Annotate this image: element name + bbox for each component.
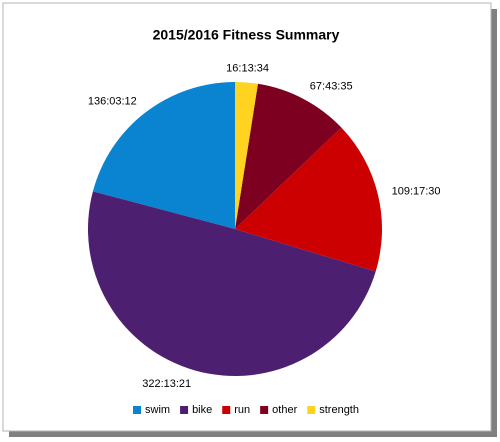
data-label: 136:03:12 bbox=[88, 95, 137, 107]
pie-slice bbox=[92, 82, 235, 229]
legend-label: strength bbox=[319, 404, 359, 416]
pie-slice bbox=[235, 83, 342, 229]
legend-swatch bbox=[133, 406, 142, 414]
legend-label: run bbox=[234, 404, 250, 416]
legend-swatch bbox=[180, 406, 189, 414]
pie-slice bbox=[235, 127, 383, 272]
data-label: 109:17:30 bbox=[392, 186, 441, 198]
legend-swatch bbox=[260, 406, 269, 414]
pie-slice bbox=[235, 82, 258, 229]
data-label: 16:13:34 bbox=[226, 62, 269, 74]
data-label: 67:43:35 bbox=[310, 80, 353, 92]
chart-title: 2015/2016 Fitness Summary bbox=[153, 27, 340, 43]
legend-label: other bbox=[272, 404, 297, 416]
legend-swatch bbox=[307, 406, 316, 414]
pie-slice bbox=[87, 191, 376, 377]
legend-swatch bbox=[222, 406, 231, 414]
legend-label: bike bbox=[192, 404, 212, 416]
legend-label: swim bbox=[145, 404, 170, 416]
data-label: 322:13:21 bbox=[142, 378, 191, 390]
